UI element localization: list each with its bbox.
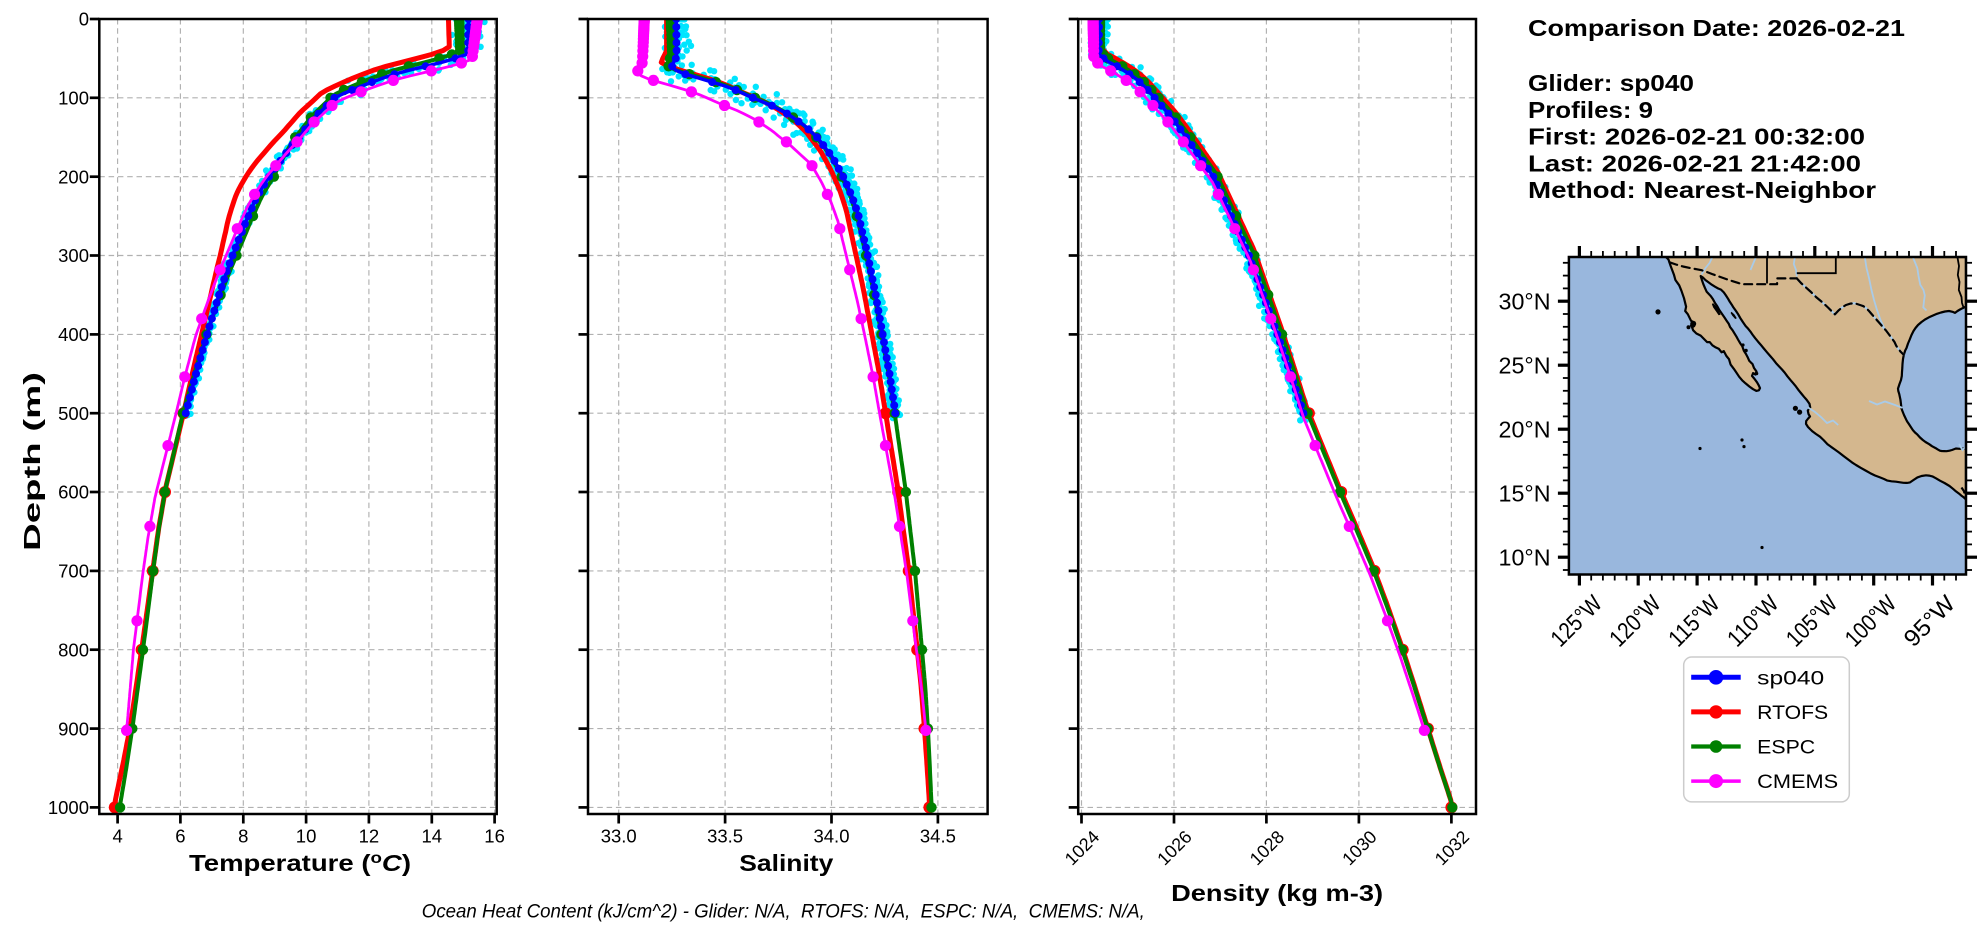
svg-text:14: 14 [422, 826, 443, 847]
svg-text:12: 12 [359, 826, 380, 847]
svg-text:10: 10 [296, 826, 317, 847]
svg-text:8: 8 [238, 826, 248, 847]
svg-text:sp040: sp040 [1757, 667, 1824, 689]
svg-text:Method: Nearest-Neighbor: Method: Nearest-Neighbor [1528, 177, 1876, 203]
svg-text:Profiles: 9: Profiles: 9 [1528, 97, 1653, 123]
svg-text:900: 900 [58, 718, 89, 739]
svg-text:CMEMS: CMEMS [1757, 771, 1838, 793]
svg-text:Density (kg m-3): Density (kg m-3) [1171, 880, 1383, 906]
svg-text:700: 700 [58, 561, 89, 582]
svg-text:ESPC: ESPC [1757, 737, 1815, 759]
svg-text:200: 200 [58, 166, 89, 187]
svg-text:6: 6 [175, 826, 185, 847]
svg-text:10°N: 10°N [1499, 545, 1551, 571]
svg-text:Last: 2026-02-21 21:42:00: Last: 2026-02-21 21:42:00 [1528, 150, 1861, 176]
svg-text:600: 600 [58, 482, 89, 503]
svg-text:Depth (m): Depth (m) [19, 372, 45, 551]
svg-text:16: 16 [484, 826, 505, 847]
svg-text:1000: 1000 [48, 797, 89, 818]
svg-text:0: 0 [79, 9, 89, 30]
svg-text:25°N: 25°N [1499, 353, 1551, 379]
svg-text:Ocean Heat Content (kJ/cm^2) -: Ocean Heat Content (kJ/cm^2) - Glider: N… [422, 902, 1145, 923]
svg-text:33.5: 33.5 [707, 826, 743, 847]
svg-text:4: 4 [112, 826, 122, 847]
svg-text:Glider: sp040: Glider: sp040 [1528, 70, 1694, 96]
svg-text:400: 400 [58, 324, 89, 345]
svg-text:300: 300 [58, 245, 89, 266]
svg-text:800: 800 [58, 639, 89, 660]
svg-text:34.0: 34.0 [813, 826, 849, 847]
svg-text:Salinity: Salinity [739, 850, 833, 876]
svg-text:15°N: 15°N [1499, 481, 1551, 507]
svg-text:RTOFS: RTOFS [1757, 702, 1828, 724]
svg-text:First: 2026-02-21 00:32:00: First: 2026-02-21 00:32:00 [1528, 124, 1865, 150]
svg-text:100: 100 [58, 88, 89, 109]
svg-text:30°N: 30°N [1499, 289, 1551, 315]
svg-text:34.5: 34.5 [920, 826, 956, 847]
svg-text:Comparison Date: 2026-02-21: Comparison Date: 2026-02-21 [1528, 15, 1905, 41]
svg-text:20°N: 20°N [1499, 417, 1551, 443]
svg-text:500: 500 [58, 403, 89, 424]
svg-text:33.0: 33.0 [601, 826, 637, 847]
